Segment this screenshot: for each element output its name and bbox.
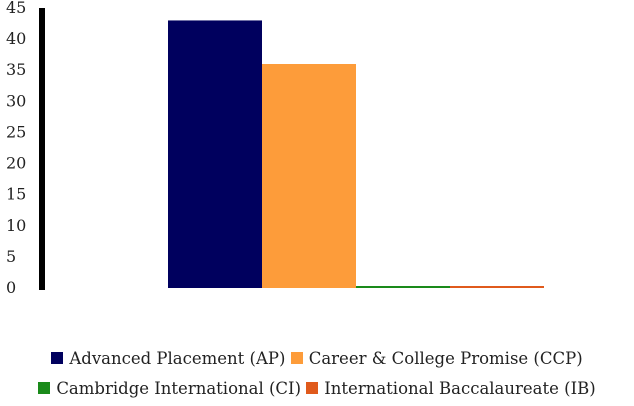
legend-label-ci: Cambridge International (CI)	[56, 379, 302, 398]
y-tick-label-35: 35	[6, 60, 26, 79]
y-tick-label-30: 30	[6, 91, 26, 110]
legend-item-ccp: Career & College Promise (CCP)	[290, 344, 583, 374]
legend-row-1: Advanced Placement (AP) Career & College…	[0, 344, 634, 374]
legend: Advanced Placement (AP) Career & College…	[0, 344, 634, 404]
y-tick-label-10: 10	[6, 216, 26, 235]
legend-swatch-ccp	[290, 352, 303, 364]
legend-swatch-ap	[51, 352, 64, 364]
legend-label-ap: Advanced Placement (AP)	[69, 349, 286, 368]
legend-row-2: Cambridge International (CI) Internation…	[0, 374, 634, 404]
y-axis-tick-labels: 0 5 10 15 20 25 30 35 40 45	[6, 0, 26, 297]
bar-0	[168, 20, 262, 288]
legend-label-ib: International Baccalaureate (IB)	[324, 379, 596, 398]
y-tick-label-45: 45	[6, 0, 26, 17]
y-tick-label-0: 0	[6, 278, 16, 297]
legend-swatch-ib	[306, 382, 319, 394]
legend-item-ap: Advanced Placement (AP)	[51, 344, 285, 374]
bar-chart: 0 5 10 15 20 25 30 35 40 45	[6, 0, 544, 297]
bars	[168, 20, 544, 288]
y-tick-label-5: 5	[6, 247, 16, 266]
bar-2	[356, 286, 450, 288]
legend-swatch-ci	[38, 382, 51, 394]
y-tick-label-40: 40	[6, 29, 26, 48]
legend-item-ib: International Baccalaureate (IB)	[306, 374, 596, 404]
y-tick-label-25: 25	[6, 122, 26, 141]
bar-1	[262, 64, 356, 288]
bar-3	[450, 286, 544, 288]
legend-label-ccp: Career & College Promise (CCP)	[308, 349, 583, 368]
legend-item-ci: Cambridge International (CI)	[38, 374, 301, 404]
y-tick-label-20: 20	[6, 154, 26, 173]
y-tick-label-15: 15	[6, 185, 26, 204]
